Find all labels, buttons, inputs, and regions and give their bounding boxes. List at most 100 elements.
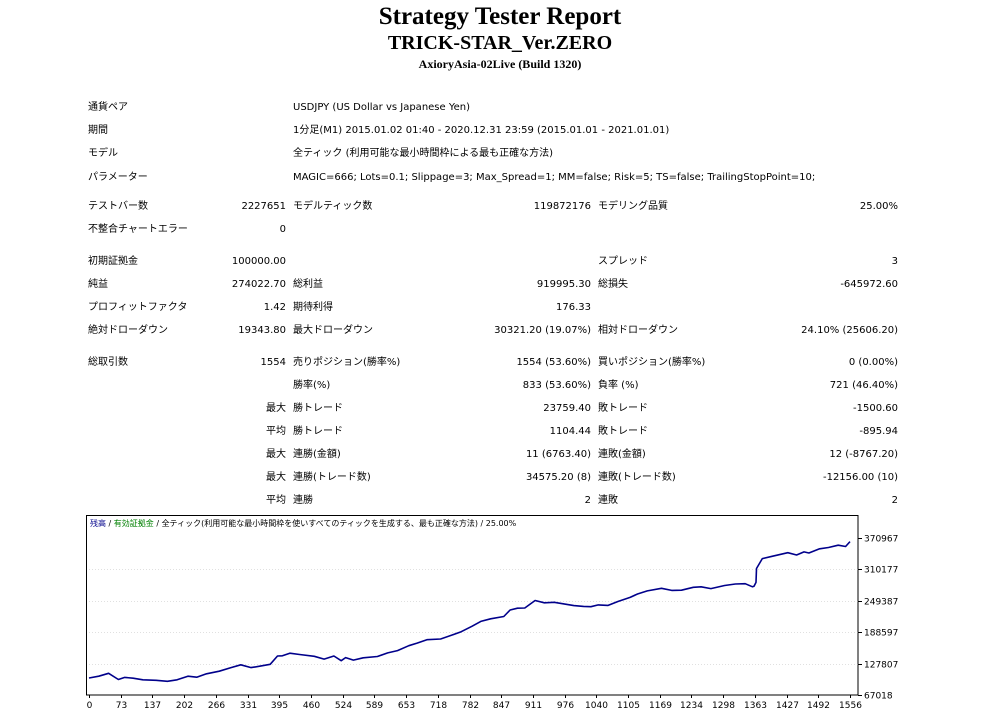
average-consecutive-losses-value: 2	[891, 495, 898, 506]
x-tick-label: 1169	[649, 701, 672, 711]
average-loss-label: 敗トレード	[598, 426, 648, 437]
ticks-value: 119872176	[533, 201, 591, 212]
profit-factor-label: プロフィットファクタ	[88, 302, 188, 313]
loss-rate-label: 負率 (%)	[598, 380, 639, 391]
x-tick-label: 460	[303, 701, 320, 711]
max-consecutive-profit-value: 34575.20 (8)	[525, 472, 591, 483]
x-tick-label: 1492	[807, 701, 830, 711]
x-tick-label: 1363	[744, 701, 767, 711]
expected-payoff-label: 期待利得	[293, 302, 333, 313]
y-tick-label: 310177	[864, 566, 898, 576]
quality-label: モデリング品質	[598, 201, 668, 212]
expert-name: TRICK-STAR_Ver.ZERO	[387, 32, 613, 54]
balance-chart-svg: 370967 310177 249387 188597 127807 67018 0 73 13…	[86, 515, 898, 711]
legend-equity: 有効証拠金	[113, 519, 154, 528]
total-trades-label: 総取引数	[88, 357, 128, 368]
symbol-value: USDJPY (US Dollar vs Japanese Yen)	[293, 102, 471, 113]
net-profit-label: 純益	[88, 279, 108, 290]
gross-profit-value: 919995.30	[536, 279, 591, 290]
bars-value: 2227651	[241, 201, 286, 212]
total-trades-value: 1554	[260, 357, 286, 368]
parameters-value: MAGIC=666; Lots=0.1; Slippage=3; Max_Spr…	[293, 172, 816, 183]
max-prefix: 最大	[266, 449, 286, 460]
net-profit-value: 274022.70	[231, 279, 286, 290]
x-tick-label: 1427	[776, 701, 799, 711]
x-tick-label: 395	[271, 701, 288, 711]
gross-loss-value: -645972.60	[840, 279, 898, 290]
x-tick-label: 137	[144, 701, 161, 711]
max-consecutive-losses-label: 連敗(金額)	[598, 449, 646, 460]
absolute-drawdown-label: 絶対ドローダウン	[88, 325, 168, 336]
x-tick-label: 976	[557, 701, 574, 711]
maximal-drawdown-value: 30321.20 (19.07%)	[494, 325, 591, 336]
average-loss-value: -895.94	[859, 426, 898, 437]
bars-label: テストバー数	[88, 201, 148, 212]
max-consecutive-loss-label: 連敗(トレード数)	[598, 472, 676, 483]
largest-win-value: 23759.40	[543, 403, 591, 414]
largest-loss-value: -1500.60	[853, 403, 898, 414]
relative-drawdown-value: 24.10% (25606.20)	[801, 325, 898, 336]
x-tick-label: 266	[208, 701, 225, 711]
loss-rate-value: 721 (46.40%)	[829, 380, 898, 391]
legend-balance: 残高	[90, 519, 106, 528]
x-tick-label: 1556	[839, 701, 862, 711]
period-value: 1分足(M1) 2015.01.02 01:40 - 2020.12.31 23…	[293, 125, 670, 136]
deposit-value: 100000.00	[231, 256, 286, 267]
x-tick-label: 653	[398, 701, 415, 711]
max-consecutive-wins-label: 連勝(金額)	[293, 449, 341, 460]
y-tick-label: 370967	[864, 535, 898, 545]
x-tick-label: 524	[335, 701, 352, 711]
x-tick-label: 1105	[617, 701, 640, 711]
average-win-label: 勝トレード	[293, 426, 343, 437]
x-tick-label: 589	[366, 701, 383, 711]
avg-prefix: 平均	[266, 495, 286, 506]
y-tick-label: 188597	[864, 629, 898, 639]
gross-profit-label: 総利益	[293, 279, 323, 290]
y-tick-label: 67018	[864, 692, 893, 702]
average-consecutive-losses-label: 連敗	[598, 495, 618, 506]
ticks-label: モデルティック数	[293, 201, 373, 212]
mismatch-label: 不整合チャートエラー	[88, 224, 188, 235]
model-label: モデル	[88, 148, 118, 159]
max-consecutive-profit-label: 連勝(トレード数)	[293, 472, 371, 483]
parameters-label: パラメーター	[88, 172, 148, 183]
chart-legend: 残高 / 有効証拠金 / 全ティック(利用可能な最小時間枠を使いすべてのティック…	[90, 519, 516, 529]
avg-prefix: 平均	[266, 426, 286, 437]
long-positions-value: 0 (0.00%)	[848, 357, 898, 368]
expected-payoff-value: 176.33	[556, 302, 591, 313]
average-consecutive-wins-label: 連勝	[293, 495, 313, 506]
spread-value: 3	[891, 256, 898, 267]
profit-factor-value: 1.42	[263, 302, 286, 313]
max-consecutive-wins-value: 11 (6763.40)	[525, 449, 591, 460]
x-tick-label: 1234	[680, 701, 703, 711]
relative-drawdown-label: 相対ドローダウン	[598, 325, 678, 336]
max-prefix: 最大	[266, 472, 286, 483]
short-positions-value: 1554 (53.60%)	[516, 357, 591, 368]
long-positions-label: 買いポジション(勝率%)	[598, 357, 706, 368]
x-tick-label: 331	[240, 701, 257, 711]
largest-win-label: 勝トレード	[293, 403, 343, 414]
max-prefix: 最大	[266, 403, 286, 414]
average-consecutive-wins-value: 2	[584, 495, 591, 506]
win-rate-value: 833 (53.60%)	[522, 380, 591, 391]
spread-label: スプレッド	[598, 256, 648, 267]
x-tick-label: 73	[116, 701, 127, 711]
balance-chart: 370967 310177 249387 188597 127807 67018 0 73 13…	[86, 515, 998, 713]
absolute-drawdown-value: 19343.80	[238, 325, 286, 336]
win-rate-label: 勝率(%)	[293, 380, 331, 391]
gross-loss-label: 総損失	[598, 279, 628, 290]
plot-frame	[86, 515, 859, 696]
x-tick-label: 718	[430, 701, 447, 711]
short-positions-label: 売りポジション(勝率%)	[293, 357, 401, 368]
balance-line	[88, 541, 851, 683]
deposit-label: 初期証拠金	[88, 256, 138, 267]
max-consecutive-loss-value: -12156.00 (10)	[822, 472, 898, 483]
x-tick-label: 202	[176, 701, 193, 711]
symbol-label: 通貨ペア	[88, 102, 128, 113]
largest-loss-label: 敗トレード	[598, 403, 648, 414]
x-tick-label: 847	[493, 701, 510, 711]
mismatch-value: 0	[279, 224, 286, 235]
legend-description: / 全ティック(利用可能な最小時間枠を使いすべてのティックを生成する、最も正確な…	[153, 519, 517, 528]
legend-separator: /	[106, 519, 114, 528]
model-value: 全ティック (利用可能な最小時間枠による最も正確な方法)	[293, 148, 554, 159]
